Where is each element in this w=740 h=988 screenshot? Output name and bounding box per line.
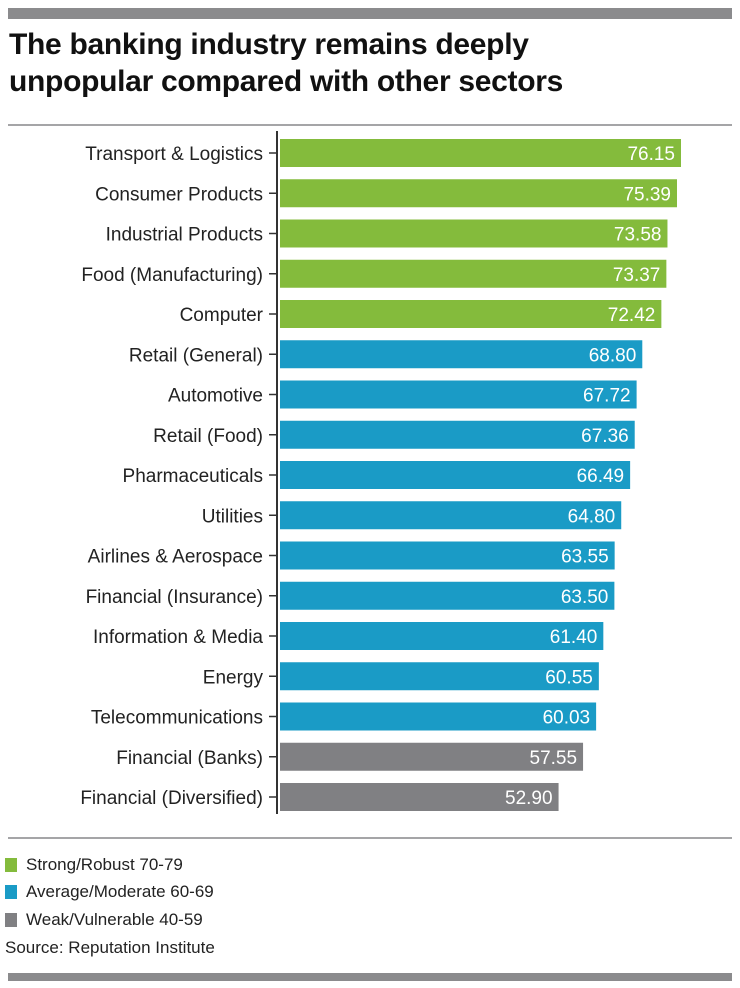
bar-transport-logistics [280, 139, 681, 167]
bar-financial-diversified- [280, 783, 559, 811]
category-label: Energy [203, 667, 264, 688]
title-divider [8, 124, 732, 126]
category-label: Retail (Food) [153, 426, 263, 447]
data-label: 63.55 [561, 547, 609, 568]
data-label: 68.80 [589, 345, 637, 366]
bar-information-media [280, 622, 604, 650]
category-label: Pharmaceuticals [123, 466, 263, 487]
source-note: Source: Reputation Institute [5, 937, 215, 957]
category-label: Consumer Products [95, 184, 263, 205]
data-label: 66.49 [577, 466, 625, 487]
bar-pharmaceuticals [280, 461, 631, 489]
data-label: 64.80 [568, 506, 616, 527]
legend-item-average: Average/Moderate 60-69 [5, 879, 215, 907]
category-label: Financial (Insurance) [86, 587, 263, 608]
legend-swatch-weak [5, 912, 17, 927]
category-label: Retail (General) [129, 345, 263, 366]
bar-energy [280, 662, 599, 691]
data-label: 73.58 [614, 225, 662, 246]
category-label: Automotive [168, 386, 263, 407]
legend-divider [8, 837, 732, 839]
data-label: 60.55 [545, 667, 593, 688]
bar-financial-insurance- [280, 581, 615, 610]
legend: Strong/Robust 70-79 Average/Moderate 60-… [5, 851, 215, 962]
bar-automotive [280, 380, 637, 409]
bar-retail-food- [280, 420, 635, 449]
category-label: Financial (Diversified) [80, 788, 263, 809]
legend-swatch-strong [5, 857, 17, 872]
data-label: 60.03 [543, 708, 591, 729]
bar-telecommunications [280, 702, 597, 731]
data-label: 67.36 [581, 426, 629, 447]
data-label: 57.55 [530, 748, 578, 769]
bar-airlines-aerospace [280, 541, 615, 570]
legend-label-average: Average/Moderate 60-69 [26, 882, 214, 902]
category-label: Transport & Logistics [85, 144, 263, 165]
data-label: 73.37 [613, 265, 661, 286]
bar-computer [280, 300, 662, 328]
data-label: 75.39 [623, 184, 671, 205]
data-label: 72.42 [608, 305, 656, 326]
bar-retail-general- [280, 340, 643, 369]
bottom-decorative-bar [8, 973, 732, 981]
category-label: Computer [180, 305, 264, 326]
category-label: Food (Manufacturing) [81, 265, 263, 286]
bar-consumer-products [280, 179, 677, 208]
category-label: Telecommunications [91, 708, 263, 729]
top-decorative-bar [8, 8, 732, 19]
category-label: Airlines & Aerospace [88, 547, 263, 568]
title-line-2: unpopular compared with other sectors [9, 65, 563, 98]
legend-label-strong: Strong/Robust 70-79 [26, 854, 183, 874]
legend-item-weak: Weak/Vulnerable 40-59 [5, 906, 215, 934]
data-label: 76.15 [627, 144, 675, 165]
category-label: Information & Media [93, 627, 263, 648]
category-label: Utilities [202, 506, 263, 527]
bar-food-manufacturing- [280, 259, 667, 288]
data-label: 63.50 [561, 587, 609, 608]
bar-utilities [280, 501, 622, 530]
legend-swatch-average [5, 885, 17, 900]
bar-financial-banks- [280, 742, 584, 771]
category-label: Financial (Banks) [116, 748, 263, 769]
data-label: 52.90 [505, 788, 553, 809]
data-label: 67.72 [583, 386, 631, 407]
legend-label-weak: Weak/Vulnerable 40-59 [26, 909, 203, 929]
chart-title: The banking industry remains deeply unpo… [9, 26, 563, 100]
bar-industrial-products [280, 219, 668, 248]
title-line-1: The banking industry remains deeply [9, 28, 529, 61]
legend-item-strong: Strong/Robust 70-79 [5, 851, 215, 879]
category-label: Industrial Products [106, 225, 263, 246]
data-label: 61.40 [550, 627, 598, 648]
